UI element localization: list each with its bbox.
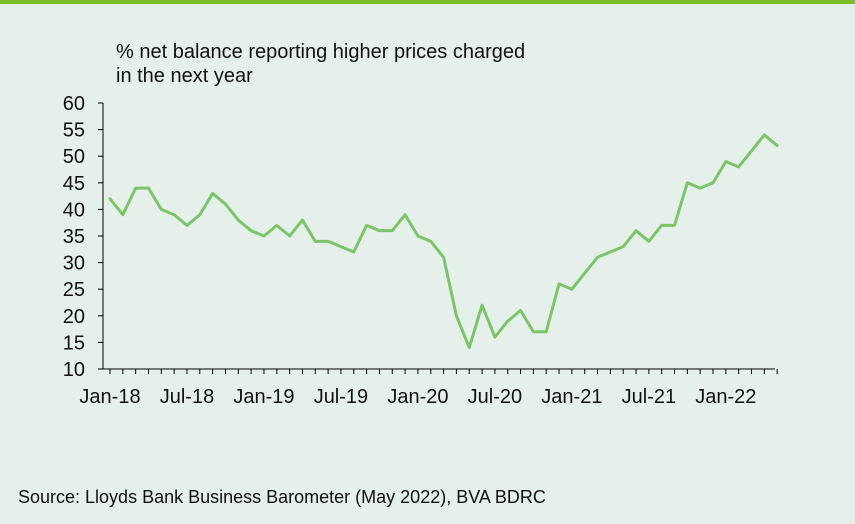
y-tick-label: 25 — [63, 279, 85, 301]
x-tick-label: Jul-20 — [468, 386, 522, 408]
y-tick-label: 15 — [63, 332, 85, 354]
y-tick-label: 45 — [63, 173, 85, 195]
x-tick-label: Jan-18 — [79, 386, 140, 408]
x-tick-label: Jan-19 — [233, 386, 294, 408]
y-tick-label: 20 — [63, 306, 85, 328]
x-tick-label: Jul-19 — [314, 386, 368, 408]
series-line — [108, 133, 779, 350]
y-tick-label: 60 — [63, 93, 85, 115]
x-tick-label: Jul-18 — [160, 386, 214, 408]
chart-title-line-1: % net balance reporting higher prices ch… — [116, 41, 526, 63]
source-note: Source: Lloyds Bank Business Barometer (… — [18, 487, 546, 507]
x-tick-label: Jan-20 — [387, 386, 448, 408]
x-tick-label: Jan-22 — [695, 386, 756, 408]
y-tick-label: 35 — [63, 226, 85, 248]
chart-title: % net balance reporting higher prices ch… — [116, 40, 676, 88]
y-tick-label: 10 — [63, 359, 85, 381]
chart-title-line-2: in the next year — [116, 65, 253, 87]
y-tick-label: 30 — [63, 253, 85, 275]
x-tick-label: Jul-21 — [622, 386, 676, 408]
y-tick-label: 55 — [63, 120, 85, 142]
line-chart: 10 15 20 25 30 35 40 45 50 55 60 Jan-18 Jul-18 Jan-19… — [63, 93, 779, 408]
x-tick-label: Jan-21 — [541, 386, 602, 408]
top-accent-rule — [0, 0, 855, 4]
y-tick-label: 50 — [63, 146, 85, 168]
y-tick-label: 40 — [63, 199, 85, 221]
